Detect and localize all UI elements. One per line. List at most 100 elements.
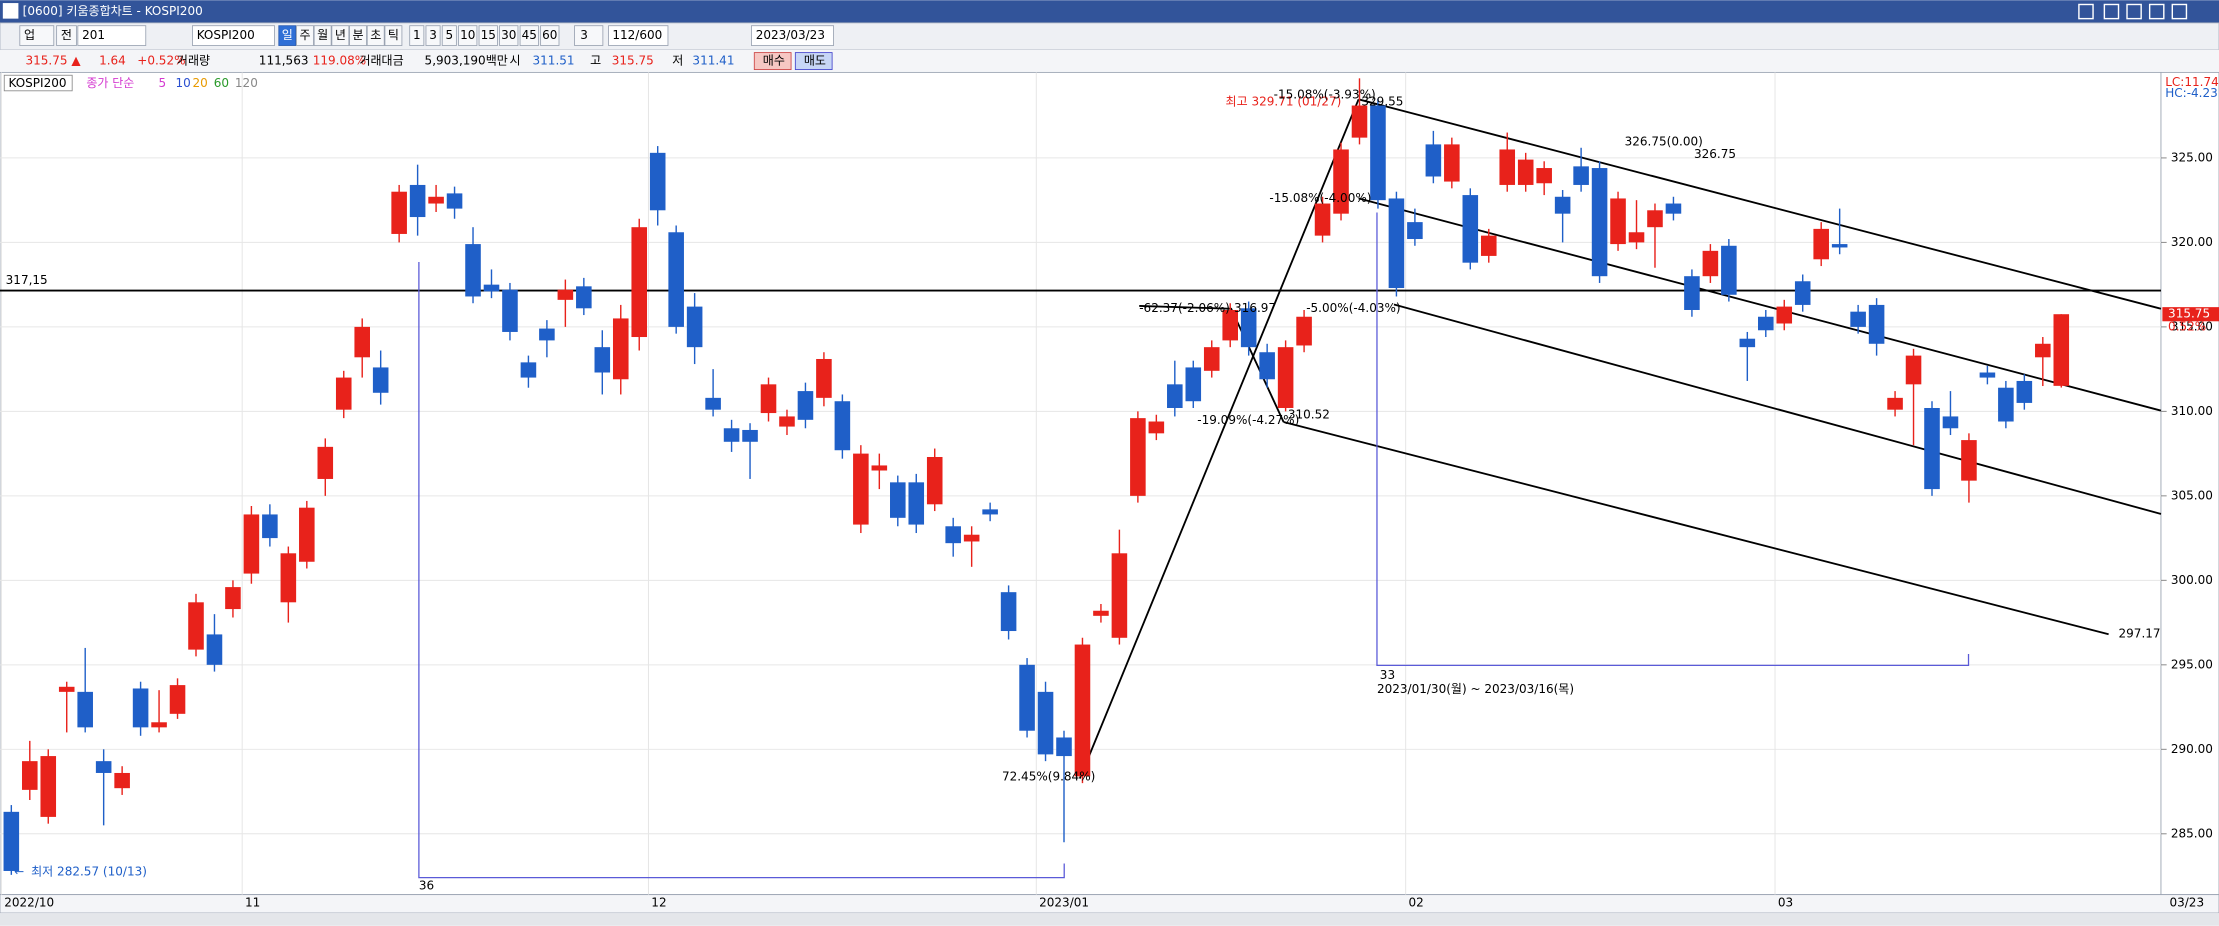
minute: 45 — [522, 28, 537, 42]
period-button[interactable] — [384, 25, 403, 46]
period-button[interactable] — [313, 25, 332, 46]
candle-body — [1370, 105, 1386, 201]
market-select[interactable] — [19, 25, 55, 46]
candle-body — [1351, 105, 1368, 138]
y-tick-label: 320.00 — [2171, 235, 2213, 249]
candle-body — [1573, 166, 1589, 185]
help-button[interactable] — [2078, 3, 2094, 20]
candle-body — [1887, 397, 1903, 410]
annotation: 36 — [419, 879, 434, 893]
scrollbar[interactable] — [0, 913, 2219, 926]
minimize-button[interactable] — [2126, 3, 2142, 20]
candle-body — [465, 244, 481, 297]
candle-body — [890, 482, 906, 518]
sell-button[interactable] — [794, 52, 833, 71]
restore-button[interactable] — [2103, 3, 2120, 20]
range-select[interactable] — [56, 25, 77, 46]
minute-button[interactable] — [441, 25, 457, 46]
x-tick-label: 03 — [1778, 896, 1793, 910]
legend-period: 120 — [235, 76, 258, 90]
legend-name: KOSPI200 — [8, 76, 66, 90]
candle-body — [483, 284, 500, 292]
period-button[interactable] — [278, 25, 297, 46]
period: 틱 — [388, 28, 399, 42]
period-button[interactable] — [366, 25, 385, 46]
hc: HC:-4.23 — [2165, 86, 2218, 100]
high: 315.75 — [612, 54, 654, 68]
code-input[interactable] — [77, 25, 147, 46]
candle-body — [760, 384, 777, 414]
annotation: 33 — [1380, 668, 1395, 682]
legend-period: 5 — [159, 76, 167, 90]
candle-body — [1647, 210, 1663, 228]
period-button[interactable] — [349, 25, 367, 46]
period: 일 — [282, 28, 293, 42]
candle-body — [1591, 168, 1608, 277]
minute-button[interactable] — [478, 25, 498, 46]
candle-body — [945, 526, 961, 544]
candle-body — [1979, 372, 1996, 378]
amount-label: 거래대금 — [359, 54, 403, 68]
candle-body — [317, 446, 334, 479]
candle-body — [2016, 380, 2033, 403]
minute-button[interactable] — [425, 25, 441, 46]
app-icon — [2, 3, 19, 19]
candle-body — [982, 509, 998, 515]
candle-body — [40, 756, 57, 817]
y-tick-label: 300.00 — [2171, 573, 2213, 587]
candle-body — [1684, 276, 1700, 310]
annotation: 316.97 — [1234, 301, 1276, 315]
candle-body — [1037, 691, 1054, 755]
candle-body — [1444, 144, 1460, 182]
legend-box — [3, 74, 73, 92]
name-box[interactable] — [192, 25, 275, 46]
period-button[interactable] — [331, 25, 350, 46]
annotation: -19.09%(-4.27%) — [1197, 413, 1299, 427]
candle-body — [1739, 338, 1756, 348]
candle-body — [243, 514, 260, 574]
candle-body — [151, 722, 167, 728]
count-select[interactable] — [574, 25, 604, 46]
minute-button[interactable] — [519, 25, 539, 46]
minute-button[interactable] — [409, 25, 425, 46]
candle-body — [576, 286, 592, 309]
annotation: 326.75 — [1694, 147, 1736, 161]
candle-body — [1480, 235, 1497, 256]
low-annotation: 최저 282.57 (10/13) — [31, 864, 147, 878]
candle-body — [1758, 316, 1774, 331]
volume: 111,563 — [259, 54, 309, 68]
close-button[interactable] — [2171, 3, 2188, 20]
date-box[interactable] — [751, 25, 834, 46]
maximize-button[interactable] — [2148, 3, 2165, 20]
sell: 매도 — [804, 54, 826, 68]
candle-body — [391, 191, 407, 234]
minute-button[interactable] — [458, 25, 478, 46]
candle-body — [132, 688, 149, 728]
window-title: [0600] 키움종합차트 - KOSPI200 — [23, 4, 203, 18]
candle-body — [188, 602, 204, 650]
minute-button[interactable] — [540, 25, 560, 46]
period-button[interactable] — [296, 25, 314, 46]
candle-body — [1407, 222, 1423, 240]
legend-period: 60 — [214, 76, 229, 90]
candle-body — [723, 428, 740, 442]
candle-body — [1998, 387, 2014, 422]
candle-body — [963, 534, 980, 542]
period: 년 — [335, 28, 346, 42]
candle-body — [169, 685, 186, 714]
lc: LC:11.74 — [2165, 75, 2219, 89]
channel-mid — [1358, 197, 2162, 412]
x-tick-label: 03/23 — [2169, 896, 2204, 910]
candle-body — [1628, 232, 1645, 243]
buy-button[interactable] — [753, 52, 792, 71]
legend-period: 10 — [175, 76, 190, 90]
x-tick-label: 2023/01 — [1039, 896, 1089, 910]
candle-body — [612, 318, 629, 380]
high-annotation: 최고 329.71 (01/27) — [1226, 95, 1342, 109]
minute-button[interactable] — [499, 25, 519, 46]
candle-body — [1296, 316, 1312, 346]
trend-line — [1078, 98, 1360, 779]
candle-body — [705, 397, 721, 410]
candle-body — [779, 416, 795, 427]
